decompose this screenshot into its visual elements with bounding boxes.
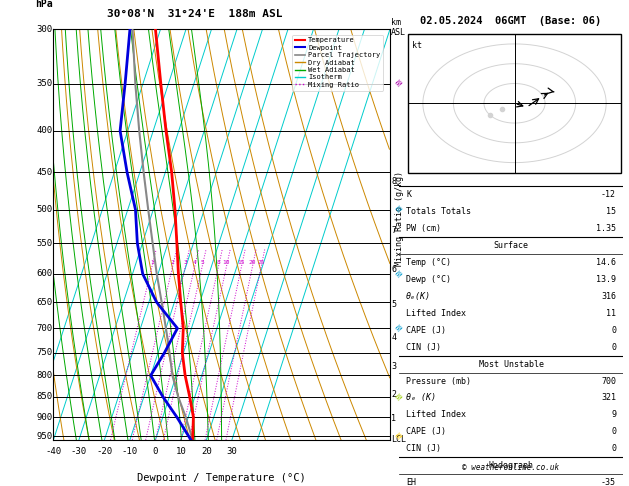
Text: hPa: hPa [35,0,52,9]
Text: 30°08'N  31°24'E  188m ASL: 30°08'N 31°24'E 188m ASL [107,9,282,19]
Text: LCL: LCL [391,434,406,444]
Text: 316: 316 [601,292,616,301]
Text: 8: 8 [391,177,396,186]
Text: Lifted Index: Lifted Index [406,309,466,318]
Text: CAPE (J): CAPE (J) [406,326,446,335]
Text: 14.6: 14.6 [596,258,616,267]
Text: 350: 350 [36,79,52,88]
Bar [408,34,621,173]
Text: -30: -30 [71,447,87,456]
Text: 850: 850 [36,392,52,401]
Text: 30: 30 [226,447,237,456]
Text: 400: 400 [36,126,52,135]
Text: 15: 15 [238,260,245,265]
Text: Dewpoint / Temperature (°C): Dewpoint / Temperature (°C) [137,473,306,483]
Text: CIN (J): CIN (J) [406,343,441,352]
Text: 700: 700 [36,324,52,333]
Text: Most Unstable: Most Unstable [479,360,543,368]
Text: 15: 15 [606,207,616,216]
Text: -35: -35 [601,478,616,486]
Text: 13.9: 13.9 [596,275,616,284]
Text: 20: 20 [201,447,212,456]
Text: 600: 600 [36,269,52,278]
Text: 3: 3 [184,260,187,265]
Text: 0: 0 [153,447,158,456]
Text: -12: -12 [601,190,616,199]
Text: 10: 10 [175,447,186,456]
Text: 950: 950 [36,432,52,441]
Text: Totals Totals: Totals Totals [406,207,471,216]
Text: 11: 11 [606,309,616,318]
Text: Hodograph: Hodograph [489,461,533,470]
Text: 0: 0 [611,444,616,453]
Text: θₑ(K): θₑ(K) [406,292,431,301]
Text: 4: 4 [192,260,196,265]
Text: 0: 0 [611,343,616,352]
Text: 1.35: 1.35 [596,224,616,233]
Text: 5: 5 [200,260,204,265]
Text: © weatheronline.co.uk: © weatheronline.co.uk [462,463,560,471]
Text: -40: -40 [45,447,62,456]
Text: 25: 25 [257,260,265,265]
Text: 6: 6 [391,265,396,274]
Legend: Temperature, Dewpoint, Parcel Trajectory, Dry Adiabat, Wet Adiabat, Isotherm, Mi: Temperature, Dewpoint, Parcel Trajectory… [292,35,383,90]
Text: 1: 1 [150,260,153,265]
Text: 450: 450 [36,168,52,177]
Text: 700: 700 [601,377,616,385]
Text: EH: EH [406,478,416,486]
Text: -10: -10 [122,447,138,456]
Text: 0: 0 [611,427,616,436]
Text: 500: 500 [36,205,52,214]
Text: 550: 550 [36,239,52,248]
Text: 0: 0 [611,326,616,335]
Text: 20: 20 [248,260,256,265]
Text: ≋: ≋ [393,430,405,442]
Text: 4: 4 [391,333,396,342]
Text: Surface: Surface [494,241,528,250]
Text: θₑ (K): θₑ (K) [406,394,436,402]
Text: ≋: ≋ [393,322,405,334]
Text: 9: 9 [611,410,616,419]
Text: Dewp (°C): Dewp (°C) [406,275,451,284]
Text: 650: 650 [36,297,52,307]
Text: 800: 800 [36,371,52,380]
Text: 321: 321 [601,394,616,402]
Text: Lifted Index: Lifted Index [406,410,466,419]
Text: Pressure (mb): Pressure (mb) [406,377,471,385]
Text: PW (cm): PW (cm) [406,224,441,233]
Text: 2: 2 [391,390,396,399]
Text: ≋: ≋ [393,391,405,403]
Text: ≋: ≋ [393,268,405,280]
Text: 5: 5 [391,300,396,310]
Text: CIN (J): CIN (J) [406,444,441,453]
Text: Temp (°C): Temp (°C) [406,258,451,267]
Text: kt: kt [412,41,422,50]
Text: CAPE (J): CAPE (J) [406,427,446,436]
Text: 900: 900 [36,413,52,421]
Text: ≋: ≋ [393,78,405,89]
Text: 7: 7 [391,226,396,235]
Text: 02.05.2024  06GMT  (Base: 06): 02.05.2024 06GMT (Base: 06) [420,16,602,26]
Text: 300: 300 [36,25,52,34]
Text: 1: 1 [391,415,396,423]
Text: 3: 3 [391,362,396,371]
Text: -20: -20 [96,447,113,456]
Text: ≋: ≋ [393,204,405,215]
Text: K: K [406,190,411,199]
Text: 10: 10 [223,260,230,265]
Text: 2: 2 [170,260,174,265]
Text: 8: 8 [216,260,220,265]
Text: Mixing Ratio (g/kg): Mixing Ratio (g/kg) [395,171,404,266]
Text: km
ASL: km ASL [391,18,406,37]
Text: 750: 750 [36,348,52,357]
